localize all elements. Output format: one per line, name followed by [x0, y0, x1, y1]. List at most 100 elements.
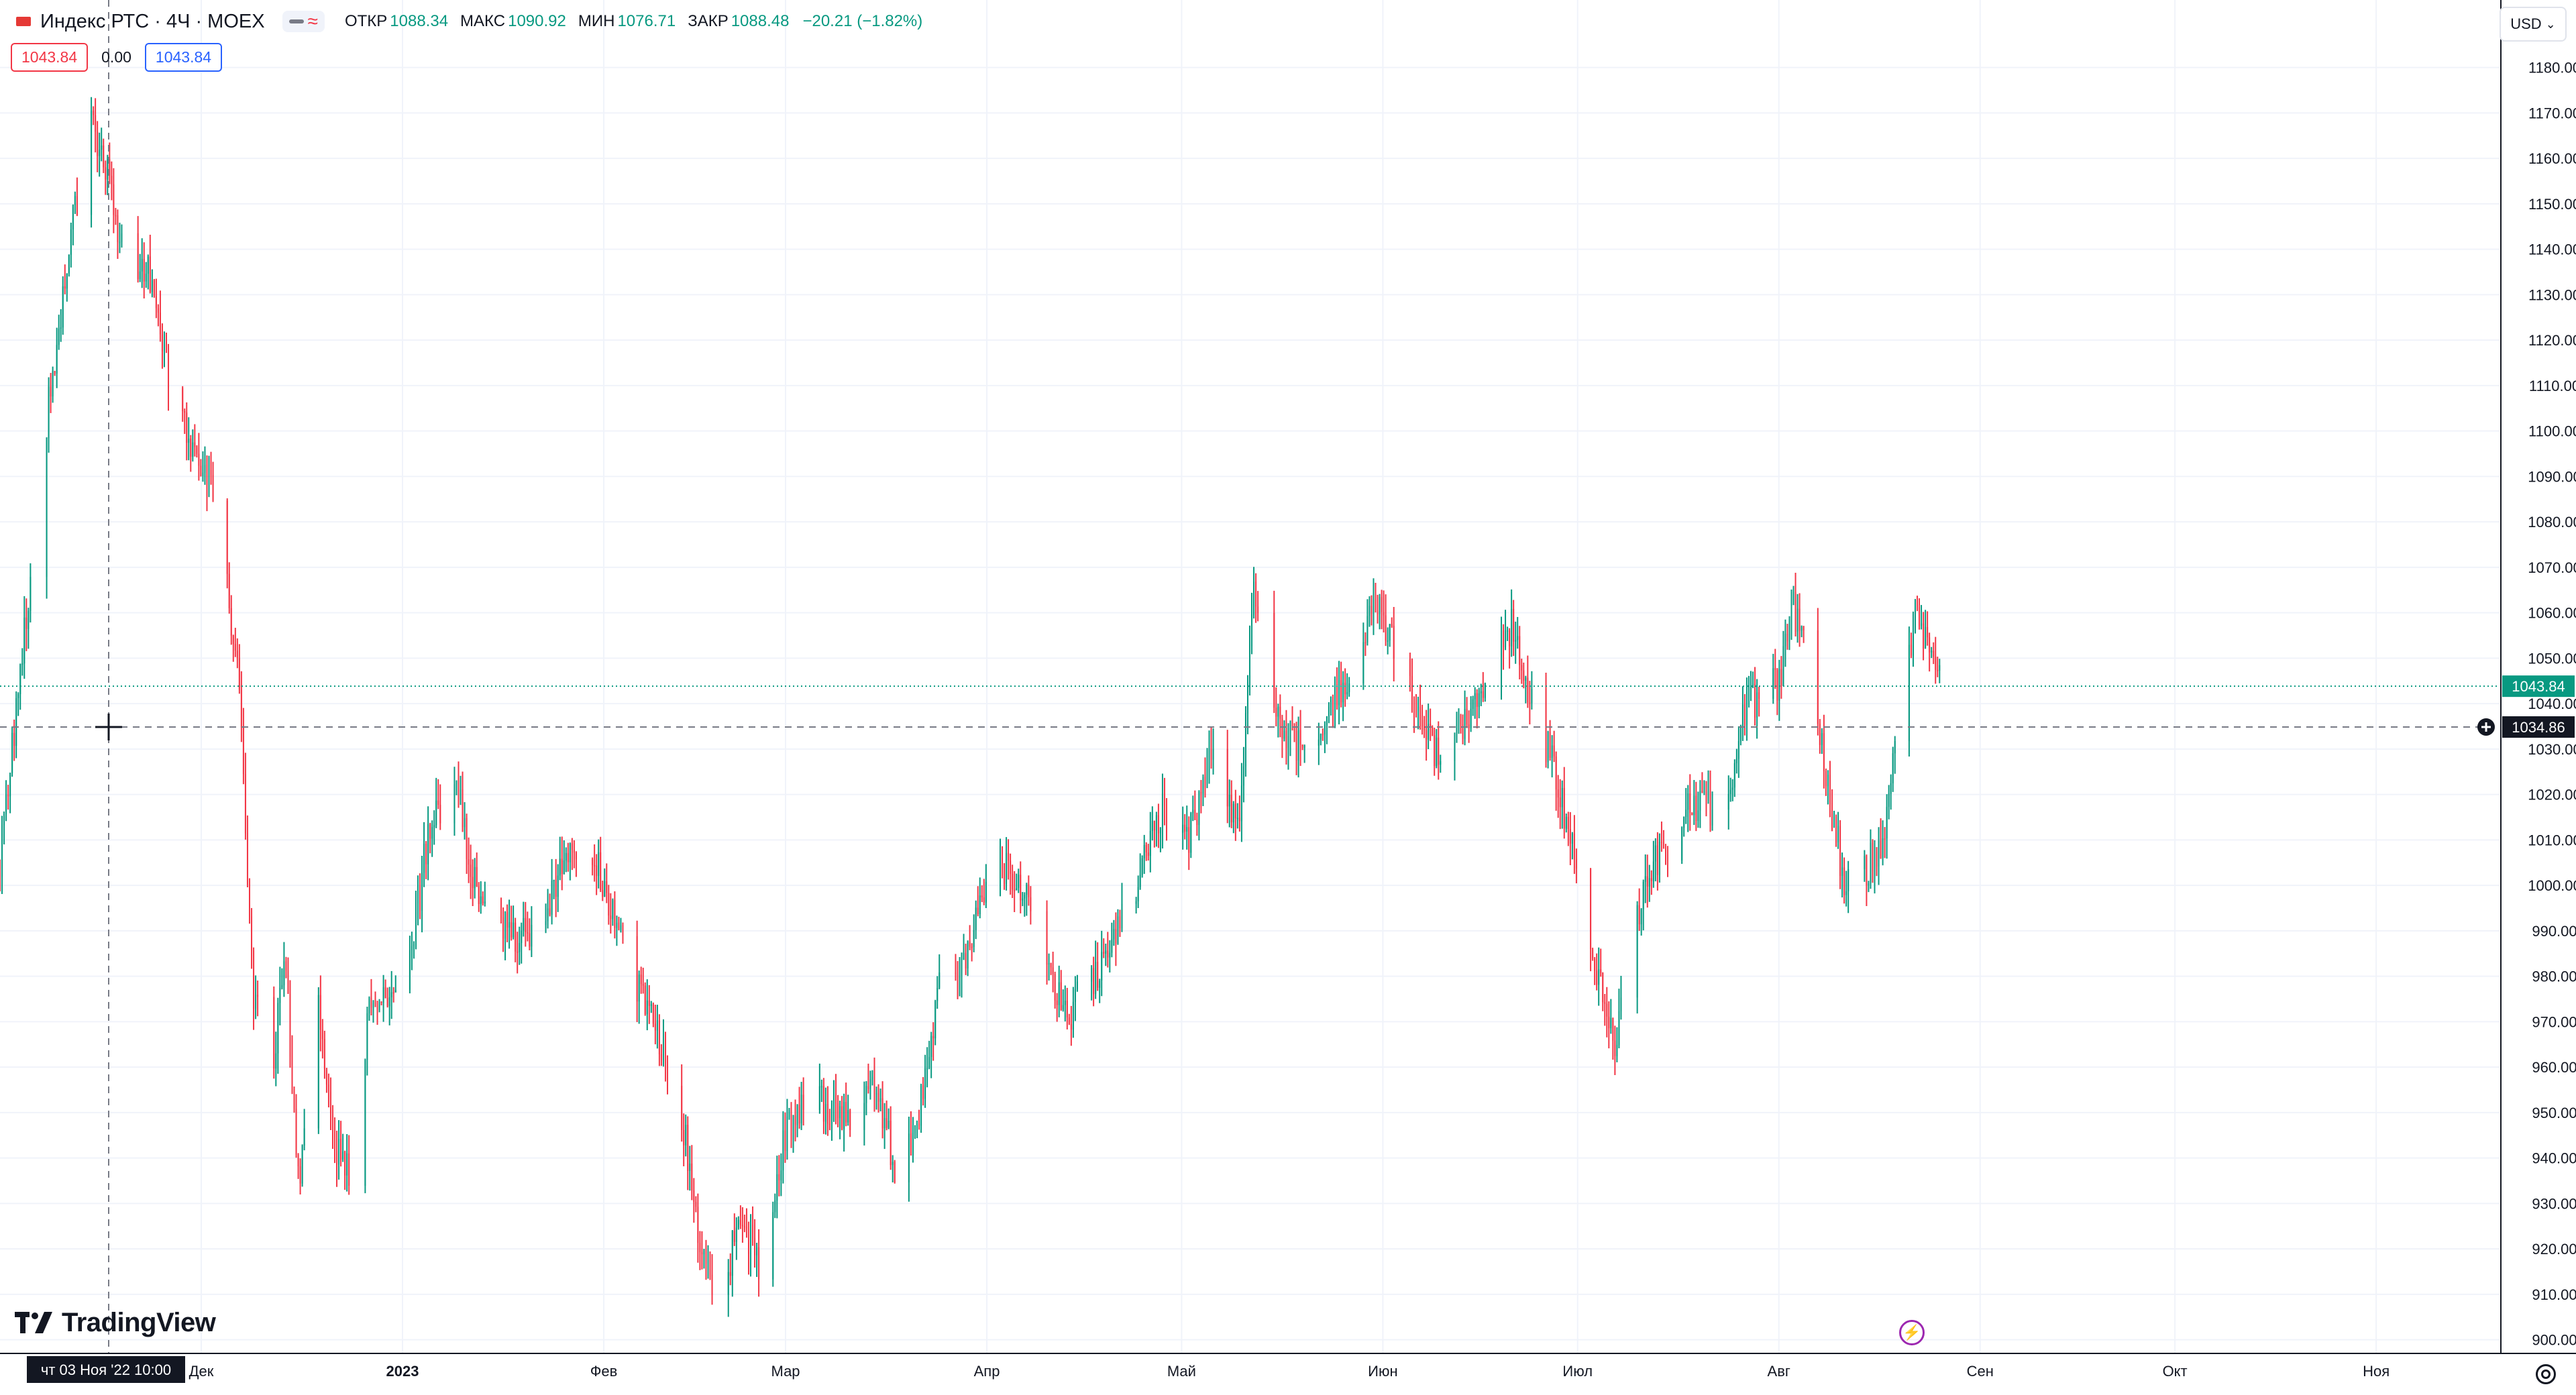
candle-body [1939, 665, 1941, 671]
candle-body [1737, 741, 1739, 759]
candle-body [517, 951, 519, 953]
candle-body [930, 1036, 932, 1057]
candle-body [1440, 761, 1442, 765]
candle-body [750, 1225, 752, 1254]
candle-body [667, 1062, 669, 1086]
candle-body [1750, 687, 1752, 689]
buy-price-button[interactable]: 1043.84 [144, 43, 223, 72]
candle-body [743, 1225, 745, 1227]
legend-toggle-pill[interactable]: ≈ [282, 11, 325, 32]
candle-body [368, 997, 370, 1013]
candle-body [319, 995, 321, 1030]
candle-body [1046, 911, 1048, 965]
low-value: 1076.71 [617, 12, 676, 30]
sell-price-button[interactable]: 1043.84 [11, 43, 89, 72]
candle-body [567, 852, 569, 862]
candle-body [646, 1000, 648, 1015]
tradingview-logo[interactable]: TradingView [15, 1308, 216, 1338]
candle-body [230, 608, 232, 636]
candle-body [1735, 759, 1737, 764]
candle-body [1149, 830, 1151, 856]
candle-body [636, 936, 638, 1002]
candle-body [111, 176, 113, 184]
candle-body [1095, 962, 1097, 995]
candle-body [918, 1124, 920, 1126]
candle-body [961, 959, 963, 976]
candle-body [1884, 838, 1886, 840]
candle-body [1620, 997, 1622, 1011]
candle-body [99, 150, 101, 156]
candle-body [228, 573, 230, 608]
symbol-legend: Индекс РТС · 4Ч · MOEX ≈ ОТКР 1088.34 МА… [16, 7, 922, 36]
candle-body [1434, 735, 1436, 767]
candle-body [484, 901, 486, 904]
time-tick-label: Ноя [2363, 1363, 2390, 1380]
candle-body [50, 386, 52, 397]
candle-body [1703, 791, 1705, 793]
candle-body [774, 1201, 776, 1213]
candle-body [1456, 717, 1458, 743]
candle-body [573, 850, 575, 853]
candle-body [1387, 640, 1389, 642]
candle-body [1870, 842, 1872, 884]
candle-body [977, 907, 979, 914]
candle-body [575, 852, 577, 860]
candle-body [521, 930, 523, 944]
candle-body [1644, 876, 1646, 882]
price-tick-label: 1070.00 [2528, 559, 2576, 576]
candle-body [376, 1006, 378, 1010]
candle-body [515, 922, 517, 952]
candle-body [1060, 982, 1062, 1010]
hide-icon[interactable] [288, 19, 304, 23]
candle-body [1275, 708, 1277, 717]
time-tick-label: Мар [771, 1363, 800, 1380]
candle-body [1847, 869, 1849, 891]
candle-body [739, 1219, 741, 1225]
candle-body [437, 800, 439, 805]
time-axis[interactable]: Дек 2023 Фев Мар Апр Май Июн Июл Авг Сен Окт Ноя [0, 1353, 2576, 1380]
high-value: 1090.92 [508, 12, 566, 30]
candle-body [474, 867, 476, 889]
candle-body [664, 1040, 666, 1063]
candle-body [372, 1003, 374, 1008]
candle-body [1068, 1017, 1070, 1024]
candle-body [701, 1252, 703, 1255]
candle-body [1277, 706, 1279, 717]
candle-body [928, 1056, 930, 1068]
candle-body [1754, 683, 1756, 718]
price-tick-label: 1010.00 [2528, 832, 2576, 848]
candle-body [1188, 827, 1190, 853]
candle-body [569, 843, 571, 862]
candle-body [409, 950, 411, 990]
candle-body [1212, 748, 1214, 760]
candle-body [1368, 606, 1371, 616]
candle-body [76, 196, 78, 215]
candle-body [1184, 824, 1186, 832]
candle-body [468, 859, 470, 865]
candle-body [344, 1151, 346, 1176]
candle-body [139, 271, 141, 279]
candle-body [411, 946, 413, 950]
candle-body [234, 644, 236, 651]
currency-dropdown[interactable]: USD ⌄ [2500, 7, 2567, 42]
candle-body [1249, 646, 1250, 683]
candle-body [830, 1103, 833, 1124]
candle-body [910, 1133, 912, 1156]
symbol-title[interactable]: Индекс РТС · 4Ч · MOEX [40, 10, 265, 32]
candle-body [922, 1085, 924, 1099]
settings-gear-icon[interactable] [2536, 1364, 2556, 1384]
candle-body [28, 610, 30, 629]
candle-body [366, 1013, 368, 1060]
candle-body [240, 689, 242, 728]
candle-body [380, 1001, 382, 1003]
candle-body [1373, 600, 1375, 614]
candle-body [1731, 787, 1733, 790]
price-axis[interactable]: 900.00 910.00 920.00 930.00 940.00 950.00 960.… [2500, 0, 2576, 1353]
lightning-icon[interactable]: ⚡ [1899, 1320, 1925, 1345]
candle-body [1927, 626, 1929, 638]
candle-body [253, 950, 255, 1009]
wave-icon[interactable]: ≈ [307, 11, 318, 32]
candle-body [56, 345, 58, 374]
candle-body [1525, 677, 1527, 681]
